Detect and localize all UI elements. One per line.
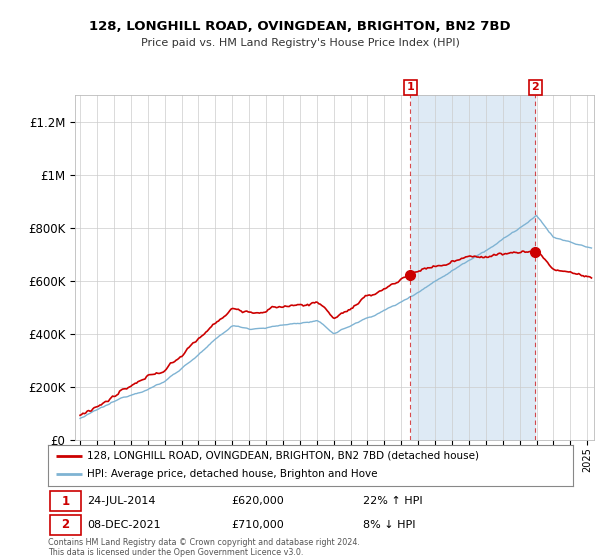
Text: £620,000: £620,000: [232, 496, 284, 506]
Text: 2: 2: [531, 82, 539, 92]
FancyBboxPatch shape: [50, 491, 80, 511]
Text: 2: 2: [61, 519, 70, 531]
Text: 8% ↓ HPI: 8% ↓ HPI: [363, 520, 415, 530]
Text: 24-JUL-2014: 24-JUL-2014: [88, 496, 156, 506]
Text: 1: 1: [407, 82, 414, 92]
Text: HPI: Average price, detached house, Brighton and Hove: HPI: Average price, detached house, Brig…: [88, 469, 378, 479]
Text: 22% ↑ HPI: 22% ↑ HPI: [363, 496, 422, 506]
Text: Contains HM Land Registry data © Crown copyright and database right 2024.
This d: Contains HM Land Registry data © Crown c…: [48, 538, 360, 557]
Text: 1: 1: [61, 494, 70, 507]
FancyBboxPatch shape: [50, 515, 80, 535]
Text: £710,000: £710,000: [232, 520, 284, 530]
Text: 08-DEC-2021: 08-DEC-2021: [88, 520, 161, 530]
Text: Price paid vs. HM Land Registry's House Price Index (HPI): Price paid vs. HM Land Registry's House …: [140, 38, 460, 48]
Text: 128, LONGHILL ROAD, OVINGDEAN, BRIGHTON, BN2 7BD (detached house): 128, LONGHILL ROAD, OVINGDEAN, BRIGHTON,…: [88, 451, 479, 461]
Text: 128, LONGHILL ROAD, OVINGDEAN, BRIGHTON, BN2 7BD: 128, LONGHILL ROAD, OVINGDEAN, BRIGHTON,…: [89, 20, 511, 32]
